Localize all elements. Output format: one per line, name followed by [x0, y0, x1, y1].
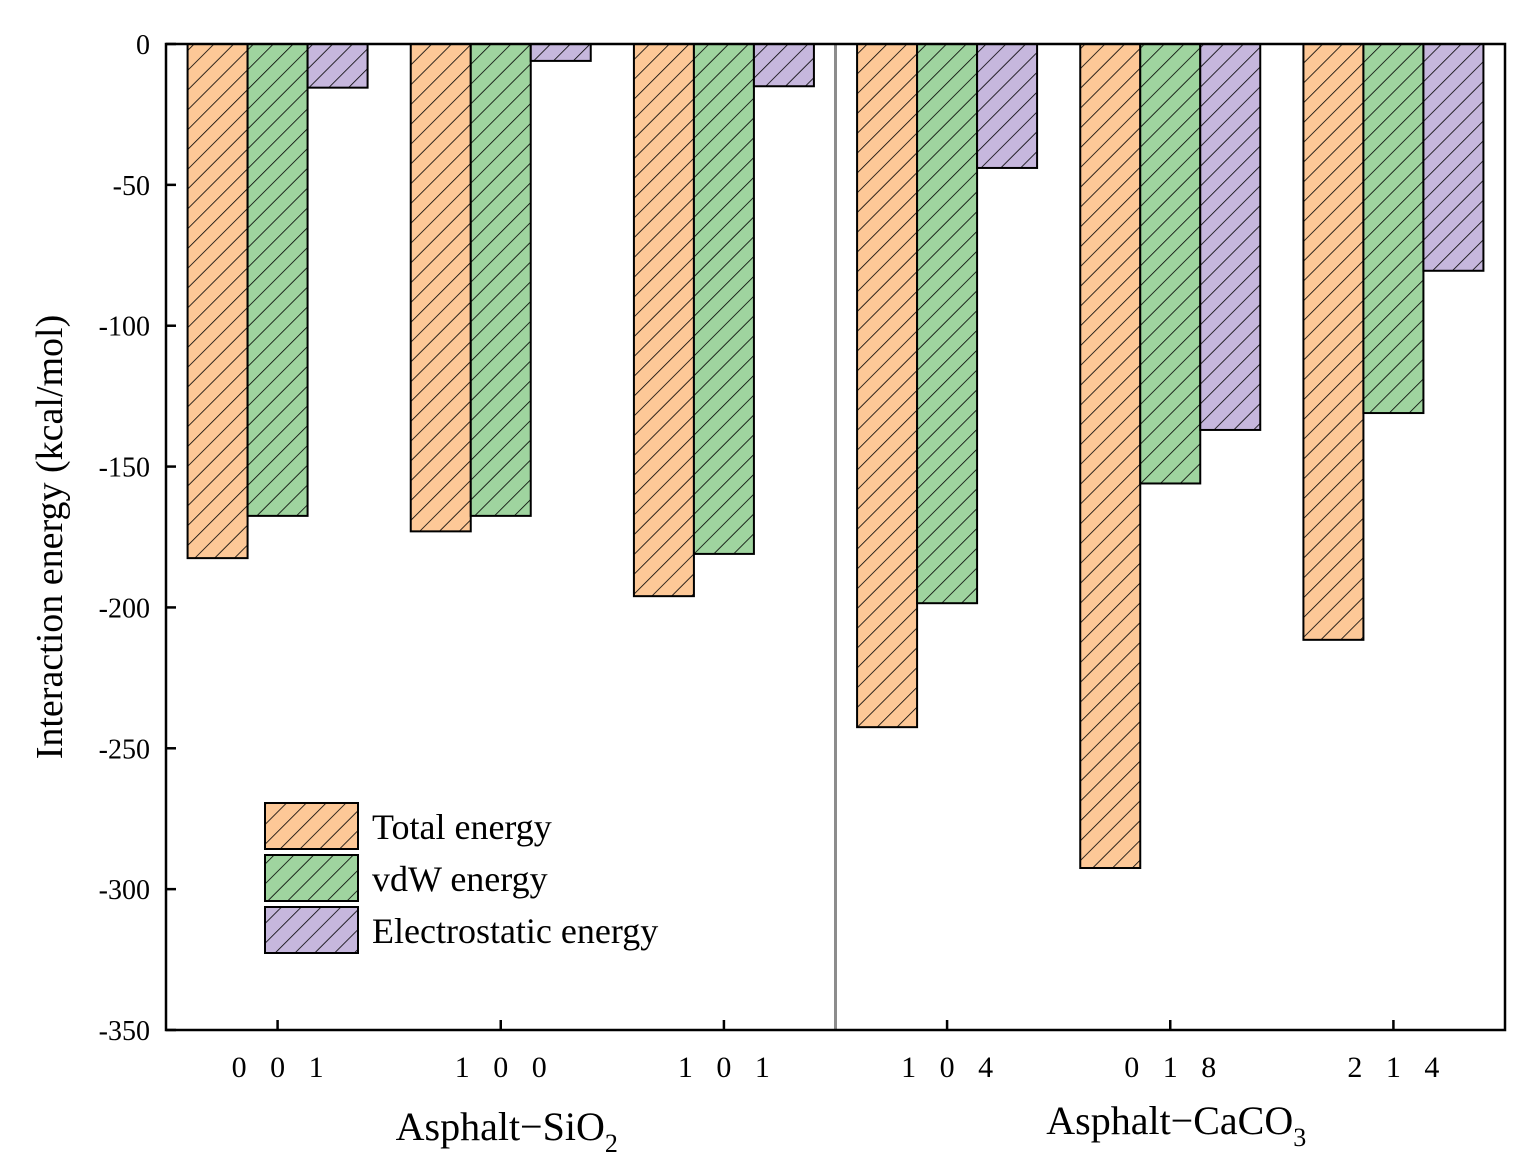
legend-swatch [264, 854, 359, 902]
bar-electrostatic-energy-214 [1422, 43, 1485, 272]
bar-hatch [916, 43, 979, 605]
bar-hatch [1139, 43, 1202, 485]
bar-total-energy-104 [856, 43, 919, 729]
bar-electrostatic-energy-100 [529, 43, 592, 62]
bar-vdw-energy-100 [469, 43, 532, 517]
legend-swatch [264, 906, 359, 954]
bar-electrostatic-energy-101 [752, 43, 815, 88]
y-axis-title: Interaction energy (kcal/mol) [29, 315, 71, 760]
x-tick-label: 0 1 8 [1124, 1051, 1224, 1084]
bar-total-energy-001 [186, 43, 249, 560]
plot-frame [164, 42, 1507, 1032]
bar-total-energy-214 [1302, 43, 1365, 641]
legend-item-electrostatic-energy: Electrostatic energy [264, 906, 658, 954]
y-tick-label: 0 [136, 30, 150, 61]
bar-total-energy-100 [409, 43, 472, 533]
x-tick-label: 1 0 1 [678, 1051, 778, 1084]
legend-item-total-energy: Total energy [264, 802, 552, 850]
bar-hatch [246, 43, 309, 517]
bar-vdw-energy-018 [1139, 43, 1202, 485]
group-label-1: Asphalt−SiO2 [396, 1104, 618, 1158]
bar-vdw-energy-104 [916, 43, 979, 605]
bar-hatch [856, 43, 919, 729]
y-tick-label: -100 [99, 312, 150, 343]
bar-hatch [632, 43, 695, 598]
bar-hatch [1302, 43, 1365, 641]
y-tick-label: -350 [99, 1016, 150, 1047]
y-tick-label: -250 [99, 734, 150, 765]
x-tick-label: 0 0 1 [232, 1051, 332, 1084]
bar-hatch [306, 43, 369, 89]
bar-vdw-energy-214 [1362, 43, 1425, 415]
x-tick-label: 1 0 0 [455, 1051, 555, 1084]
x-tick-label: 1 0 4 [901, 1051, 1001, 1084]
y-tick-label: -200 [99, 593, 150, 624]
bar-hatch [1422, 43, 1485, 272]
bar-hatch [529, 43, 592, 62]
x-tick-label: 2 1 4 [1347, 1051, 1447, 1084]
bar-vdw-energy-101 [692, 43, 755, 555]
legend-item-vdw-energy: vdW energy [264, 854, 548, 902]
bar-hatch [692, 43, 755, 555]
y-tick-label: -300 [99, 875, 150, 906]
bar-hatch [976, 43, 1039, 169]
bar-hatch [186, 43, 249, 560]
bars-layer [186, 43, 1485, 870]
bar-hatch [409, 43, 472, 533]
group-label-2: Asphalt−CaCO3 [1046, 1098, 1306, 1152]
bar-electrostatic-energy-001 [306, 43, 369, 89]
bar-hatch [469, 43, 532, 517]
bar-hatch [752, 43, 815, 88]
legend: Total energy vdW energy Electrostatic ener… [264, 802, 658, 954]
legend-label: Total energy [372, 807, 552, 847]
y-tick-label: -50 [113, 171, 150, 202]
legend-label: vdW energy [372, 859, 548, 899]
legend-swatch [264, 802, 359, 850]
bar-hatch [1199, 43, 1262, 431]
legend-label: Electrostatic energy [372, 911, 658, 951]
bar-electrostatic-energy-018 [1199, 43, 1262, 431]
bar-hatch [1362, 43, 1425, 415]
axes-layer: 0 -50 -100 -150 -200 -250 -300 -350 0 0 1 1 0 0 1 … [29, 30, 1447, 1158]
bar-hatch [1079, 43, 1142, 870]
bar-total-energy-101 [632, 43, 695, 598]
bar-vdw-energy-001 [246, 43, 309, 517]
bar-electrostatic-energy-104 [976, 43, 1039, 169]
y-tick-label: -150 [99, 453, 150, 484]
bar-total-energy-018 [1079, 43, 1142, 870]
